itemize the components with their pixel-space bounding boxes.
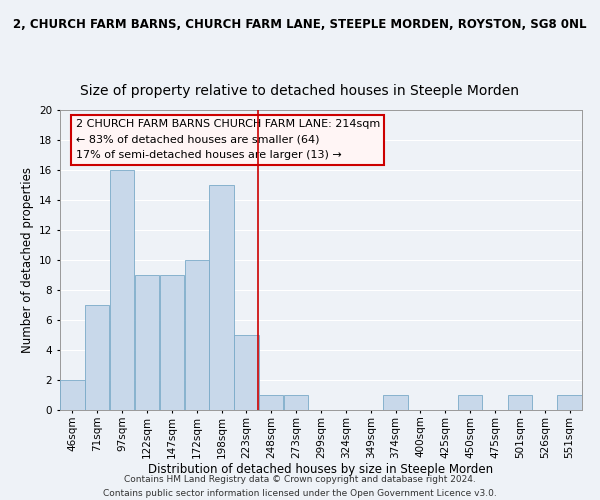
Bar — [160, 275, 184, 410]
Text: 2 CHURCH FARM BARNS CHURCH FARM LANE: 214sqm
← 83% of detached houses are smalle: 2 CHURCH FARM BARNS CHURCH FARM LANE: 21… — [76, 119, 380, 160]
Bar — [209, 185, 234, 410]
Text: 2, CHURCH FARM BARNS, CHURCH FARM LANE, STEEPLE MORDEN, ROYSTON, SG8 0NL: 2, CHURCH FARM BARNS, CHURCH FARM LANE, … — [13, 18, 587, 30]
Text: Size of property relative to detached houses in Steeple Morden: Size of property relative to detached ho… — [80, 84, 520, 98]
Bar — [557, 395, 582, 410]
Bar — [383, 395, 408, 410]
Y-axis label: Number of detached properties: Number of detached properties — [20, 167, 34, 353]
Bar — [60, 380, 85, 410]
Bar — [259, 395, 283, 410]
Bar — [458, 395, 482, 410]
X-axis label: Distribution of detached houses by size in Steeple Morden: Distribution of detached houses by size … — [148, 463, 494, 476]
Bar — [234, 335, 259, 410]
Bar — [110, 170, 134, 410]
Bar — [135, 275, 159, 410]
Bar — [85, 305, 109, 410]
Bar — [284, 395, 308, 410]
Text: Contains HM Land Registry data © Crown copyright and database right 2024.
Contai: Contains HM Land Registry data © Crown c… — [103, 476, 497, 498]
Bar — [508, 395, 532, 410]
Bar — [185, 260, 209, 410]
